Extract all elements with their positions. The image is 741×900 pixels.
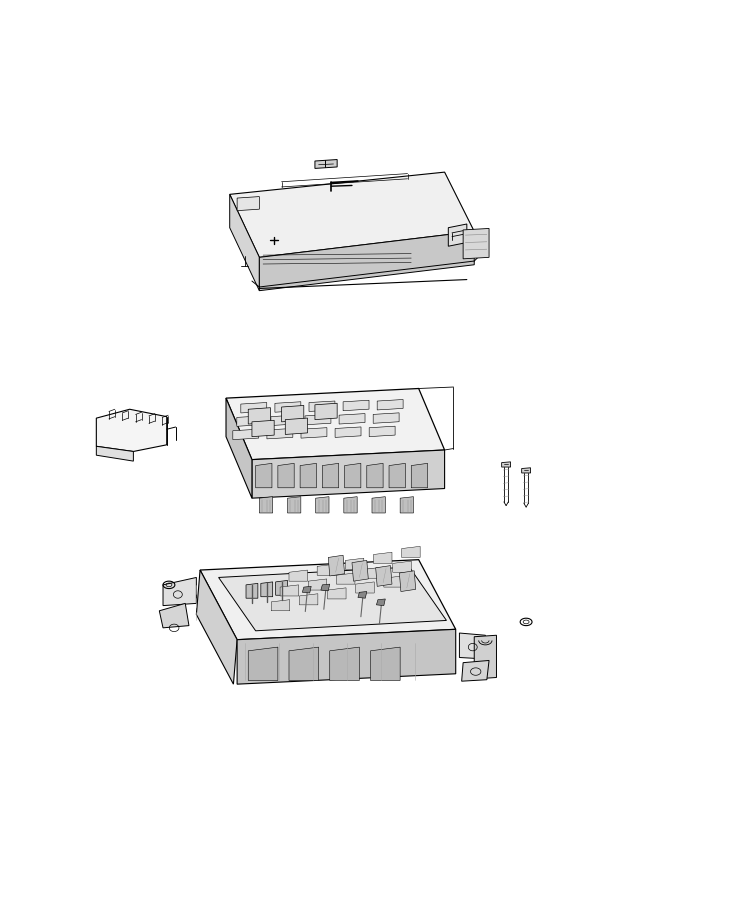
Polygon shape [316,497,329,513]
Polygon shape [365,567,383,578]
Polygon shape [309,401,335,411]
Polygon shape [276,580,288,595]
Polygon shape [196,570,237,684]
Polygon shape [411,464,428,488]
Polygon shape [402,546,420,557]
Polygon shape [393,562,411,572]
Polygon shape [233,429,259,439]
Polygon shape [328,588,346,598]
Polygon shape [335,427,361,437]
Polygon shape [226,398,252,499]
Polygon shape [448,224,467,247]
Polygon shape [321,584,330,590]
Polygon shape [459,633,485,659]
Polygon shape [370,647,400,680]
Polygon shape [372,497,385,513]
Polygon shape [289,647,319,680]
Polygon shape [237,416,263,427]
Polygon shape [163,578,196,606]
Polygon shape [282,406,304,422]
Polygon shape [522,468,531,473]
Polygon shape [343,400,369,410]
Polygon shape [226,389,445,460]
Polygon shape [259,231,474,291]
Polygon shape [322,464,339,488]
Polygon shape [315,403,337,419]
Polygon shape [237,629,456,684]
Polygon shape [271,415,297,426]
Polygon shape [384,576,402,587]
Polygon shape [237,196,259,211]
Polygon shape [305,414,331,425]
Polygon shape [352,561,368,581]
Polygon shape [345,558,364,570]
Polygon shape [159,603,189,628]
Polygon shape [336,573,355,584]
Polygon shape [376,565,392,586]
Polygon shape [344,497,357,513]
Polygon shape [241,402,267,413]
Polygon shape [219,567,446,631]
Polygon shape [328,555,345,576]
Polygon shape [252,450,445,499]
Polygon shape [230,172,474,257]
Polygon shape [256,464,272,488]
Polygon shape [96,446,133,461]
Polygon shape [369,427,395,436]
Polygon shape [399,571,416,591]
Polygon shape [230,194,259,291]
Polygon shape [252,420,274,436]
Polygon shape [200,560,456,640]
Polygon shape [289,570,308,581]
Polygon shape [358,591,367,599]
Polygon shape [373,413,399,423]
Polygon shape [339,414,365,424]
Polygon shape [278,464,294,488]
Polygon shape [377,400,403,410]
Polygon shape [280,585,299,596]
Polygon shape [474,635,496,679]
Polygon shape [288,497,301,513]
Polygon shape [275,401,301,412]
Polygon shape [248,408,270,424]
Polygon shape [248,647,278,680]
Polygon shape [259,497,273,513]
Polygon shape [317,564,336,575]
Polygon shape [356,582,374,593]
Polygon shape [300,464,316,488]
Polygon shape [400,497,413,513]
Polygon shape [389,464,405,488]
Polygon shape [376,598,385,606]
Polygon shape [373,553,392,563]
Polygon shape [302,586,311,593]
Polygon shape [462,661,489,681]
Polygon shape [367,464,383,488]
Polygon shape [271,599,290,611]
Polygon shape [96,410,167,452]
Polygon shape [299,594,318,605]
Polygon shape [163,615,185,622]
Polygon shape [502,462,511,467]
Polygon shape [267,428,293,439]
Polygon shape [463,229,489,259]
Polygon shape [285,418,308,435]
Polygon shape [261,582,273,597]
Polygon shape [301,428,327,438]
Polygon shape [246,583,258,599]
Polygon shape [330,647,359,680]
Polygon shape [308,579,327,590]
Polygon shape [315,159,337,168]
Polygon shape [345,464,361,488]
